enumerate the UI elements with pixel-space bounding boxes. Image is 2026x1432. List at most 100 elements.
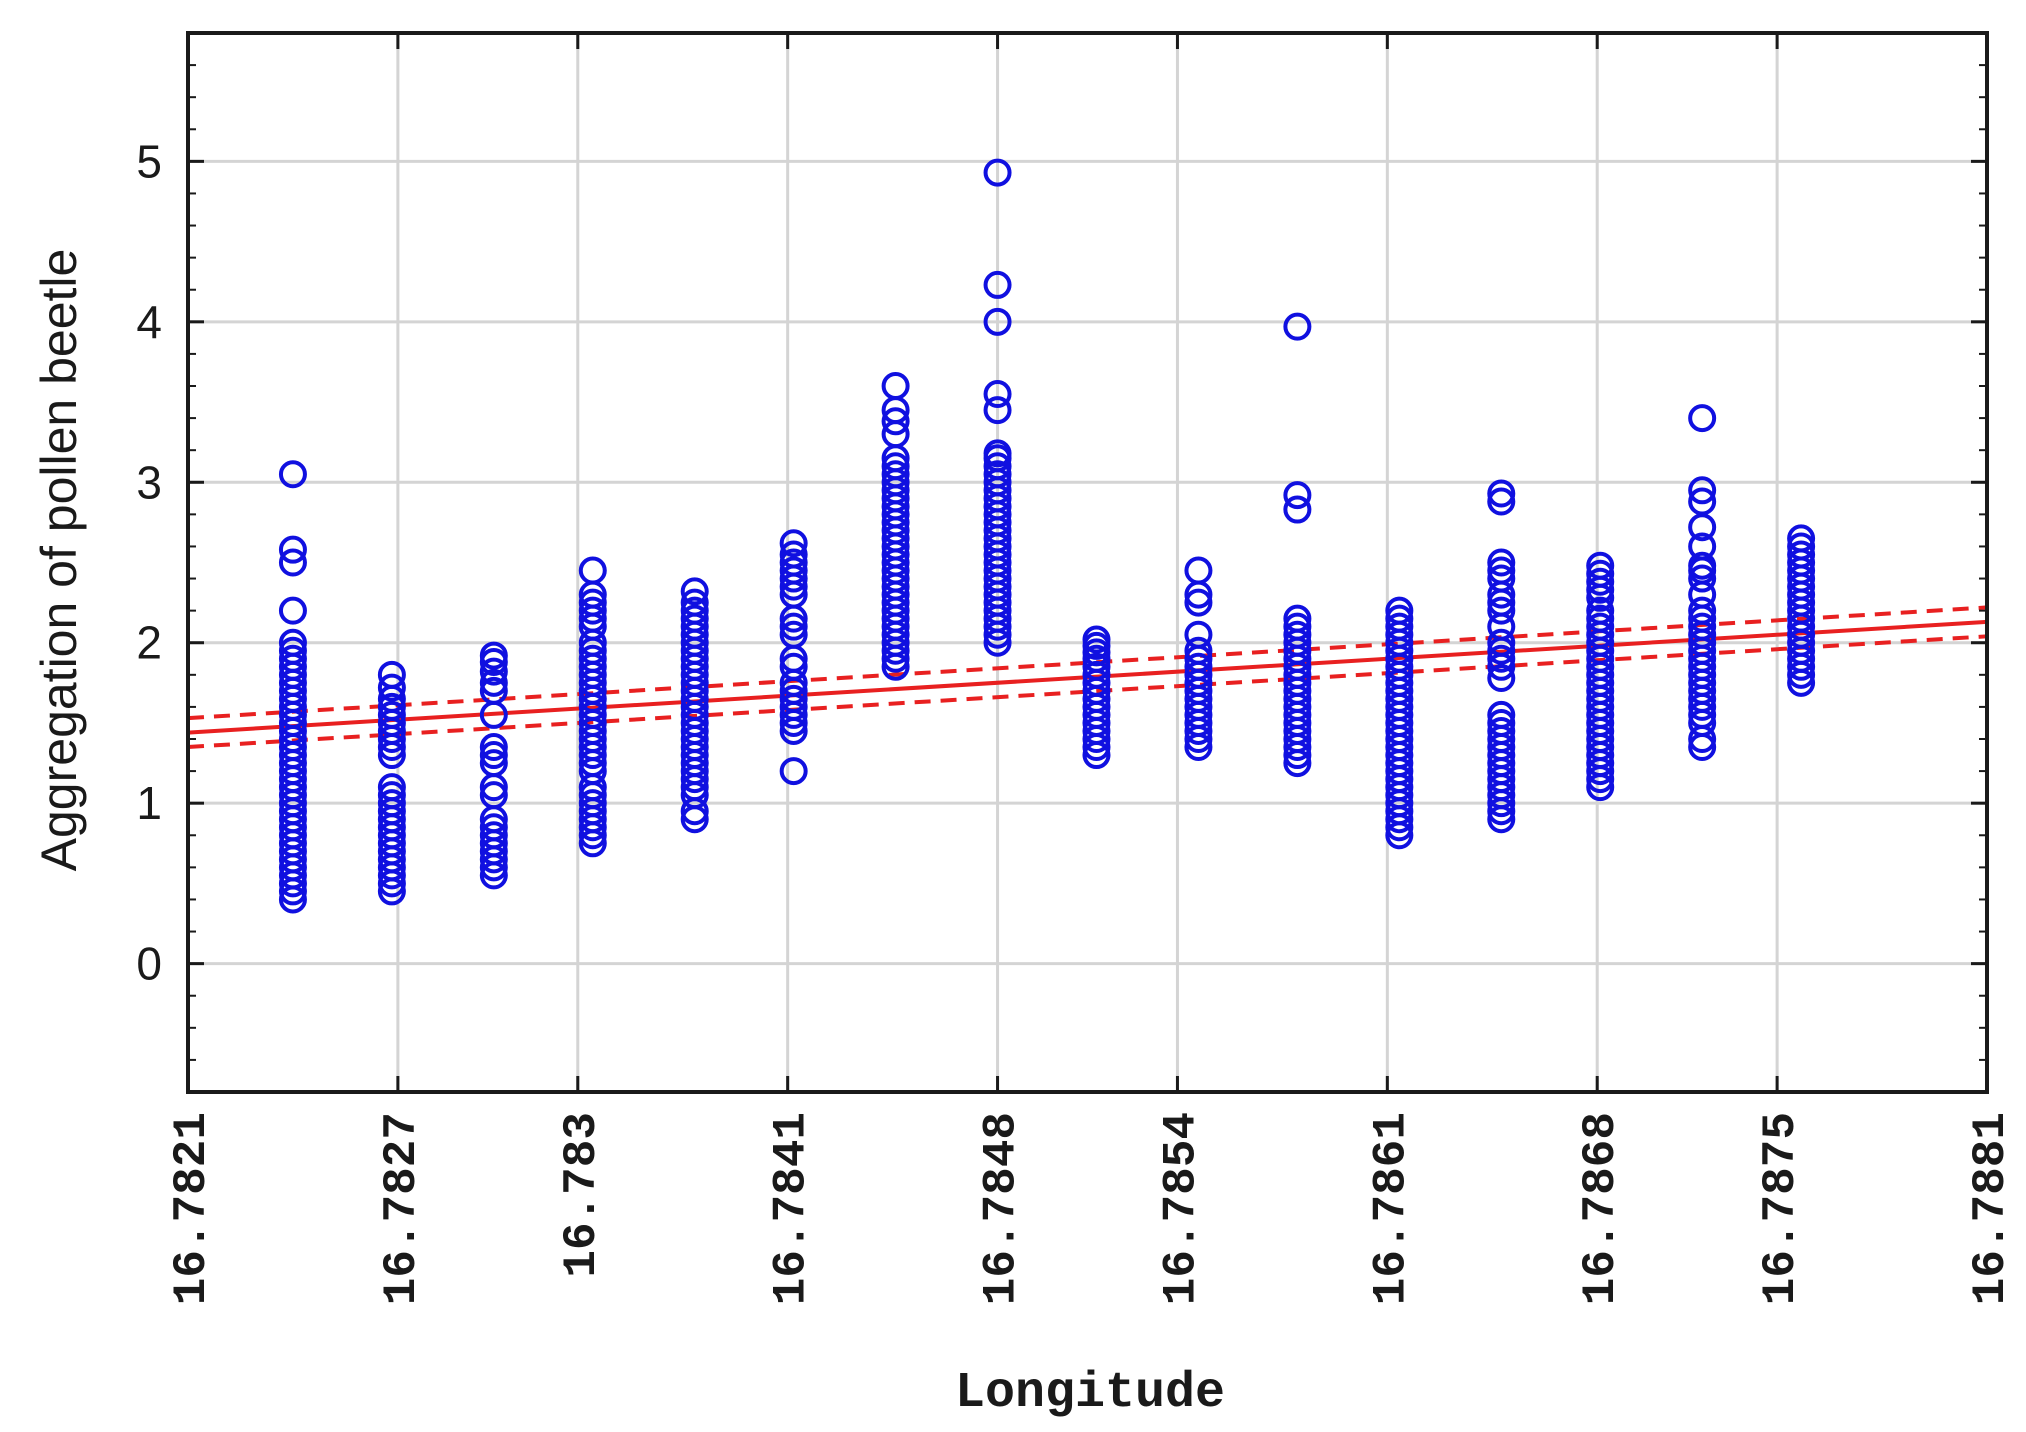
data-point xyxy=(1487,805,1516,834)
data-point xyxy=(983,612,1012,641)
data-point xyxy=(1184,580,1213,609)
data-point xyxy=(479,647,508,676)
data-point xyxy=(578,813,607,842)
data-point xyxy=(779,604,808,633)
data-point xyxy=(1787,668,1816,697)
data-point xyxy=(1586,773,1615,802)
data-point xyxy=(278,548,307,577)
data-point xyxy=(881,636,910,665)
data-point xyxy=(278,596,307,625)
data-points xyxy=(278,158,1816,914)
data-point xyxy=(1586,567,1615,596)
data-point xyxy=(779,612,808,641)
data-point xyxy=(377,725,406,753)
data-point xyxy=(779,700,808,729)
x-tick-label: 16.7841 xyxy=(766,1112,818,1305)
y-tick-label: 3 xyxy=(136,456,162,508)
data-point xyxy=(983,307,1012,336)
data-point xyxy=(479,700,508,729)
data-point xyxy=(983,628,1012,657)
data-point xyxy=(1487,797,1516,826)
data-point xyxy=(1184,716,1213,745)
data-point xyxy=(1184,588,1213,617)
data-point xyxy=(983,380,1012,409)
data-point xyxy=(779,572,808,601)
data-point xyxy=(1385,813,1414,842)
data-point xyxy=(881,652,910,681)
data-point xyxy=(479,853,508,882)
data-point xyxy=(1487,479,1516,508)
data-point xyxy=(1283,749,1312,778)
x-axis-tick-labels: 16.7821 16.7827 16.783 16.7841 16.7848 16.785… xyxy=(166,1112,2017,1305)
x-tick-label: 16.7881 xyxy=(1965,1112,2017,1305)
data-point xyxy=(1688,692,1717,721)
data-point xyxy=(1688,725,1717,753)
data-point xyxy=(1487,789,1516,818)
data-point xyxy=(278,885,307,914)
data-point xyxy=(479,861,508,890)
data-point xyxy=(578,821,607,850)
data-point xyxy=(1082,741,1111,770)
data-point xyxy=(983,158,1012,187)
data-point xyxy=(1487,644,1516,673)
axis-ticks xyxy=(186,33,1989,1093)
data-point xyxy=(983,270,1012,299)
data-point xyxy=(377,673,406,702)
data-point xyxy=(1283,495,1312,524)
data-point xyxy=(278,869,307,898)
y-tick-label: 4 xyxy=(136,296,162,348)
data-point xyxy=(680,765,709,794)
data-point xyxy=(377,741,406,770)
data-point xyxy=(578,596,607,625)
data-point xyxy=(1487,580,1516,609)
data-point xyxy=(377,877,406,906)
y-axis-title: Aggregation of pollen beetle xyxy=(31,249,87,872)
y-tick-label: 5 xyxy=(136,135,162,187)
data-point xyxy=(881,407,910,436)
data-point xyxy=(779,564,808,593)
data-point xyxy=(1586,757,1615,786)
x-tick-label: 16.7875 xyxy=(1755,1112,1807,1305)
data-point xyxy=(1487,636,1516,665)
data-point xyxy=(377,869,406,898)
data-point xyxy=(983,620,1012,649)
data-point xyxy=(278,460,307,489)
data-point xyxy=(1082,725,1111,753)
y-axis-tick-labels: 0 1 2 3 4 5 xyxy=(136,135,162,989)
data-point xyxy=(479,741,508,770)
data-point xyxy=(779,708,808,737)
data-point xyxy=(1184,733,1213,762)
x-tick-label: 16.7821 xyxy=(166,1112,218,1305)
x-tick-label: 16.783 xyxy=(556,1112,608,1278)
data-point xyxy=(1586,575,1615,604)
data-point xyxy=(1487,487,1516,516)
data-point xyxy=(377,733,406,762)
data-point xyxy=(1688,513,1717,542)
data-point xyxy=(1688,733,1717,762)
data-point xyxy=(1283,481,1312,510)
data-point xyxy=(881,644,910,673)
plot-frame xyxy=(186,31,1989,1094)
data-point xyxy=(1487,652,1516,681)
data-point xyxy=(779,757,808,786)
data-point xyxy=(479,773,508,802)
data-point xyxy=(1385,805,1414,834)
data-point xyxy=(479,657,508,686)
data-point xyxy=(1283,741,1312,770)
data-point xyxy=(1586,583,1615,612)
data-point xyxy=(1688,404,1717,433)
data-point xyxy=(479,733,508,762)
data-point xyxy=(479,668,508,697)
data-point xyxy=(779,716,808,745)
data-point xyxy=(680,577,709,606)
data-point xyxy=(1082,733,1111,762)
data-point xyxy=(1184,725,1213,753)
data-point xyxy=(1283,733,1312,762)
data-point xyxy=(1787,660,1816,689)
data-point xyxy=(1385,821,1414,850)
y-tick-label: 2 xyxy=(136,617,162,669)
data-point xyxy=(1487,596,1516,625)
data-point xyxy=(1586,765,1615,794)
data-point xyxy=(1688,564,1717,593)
